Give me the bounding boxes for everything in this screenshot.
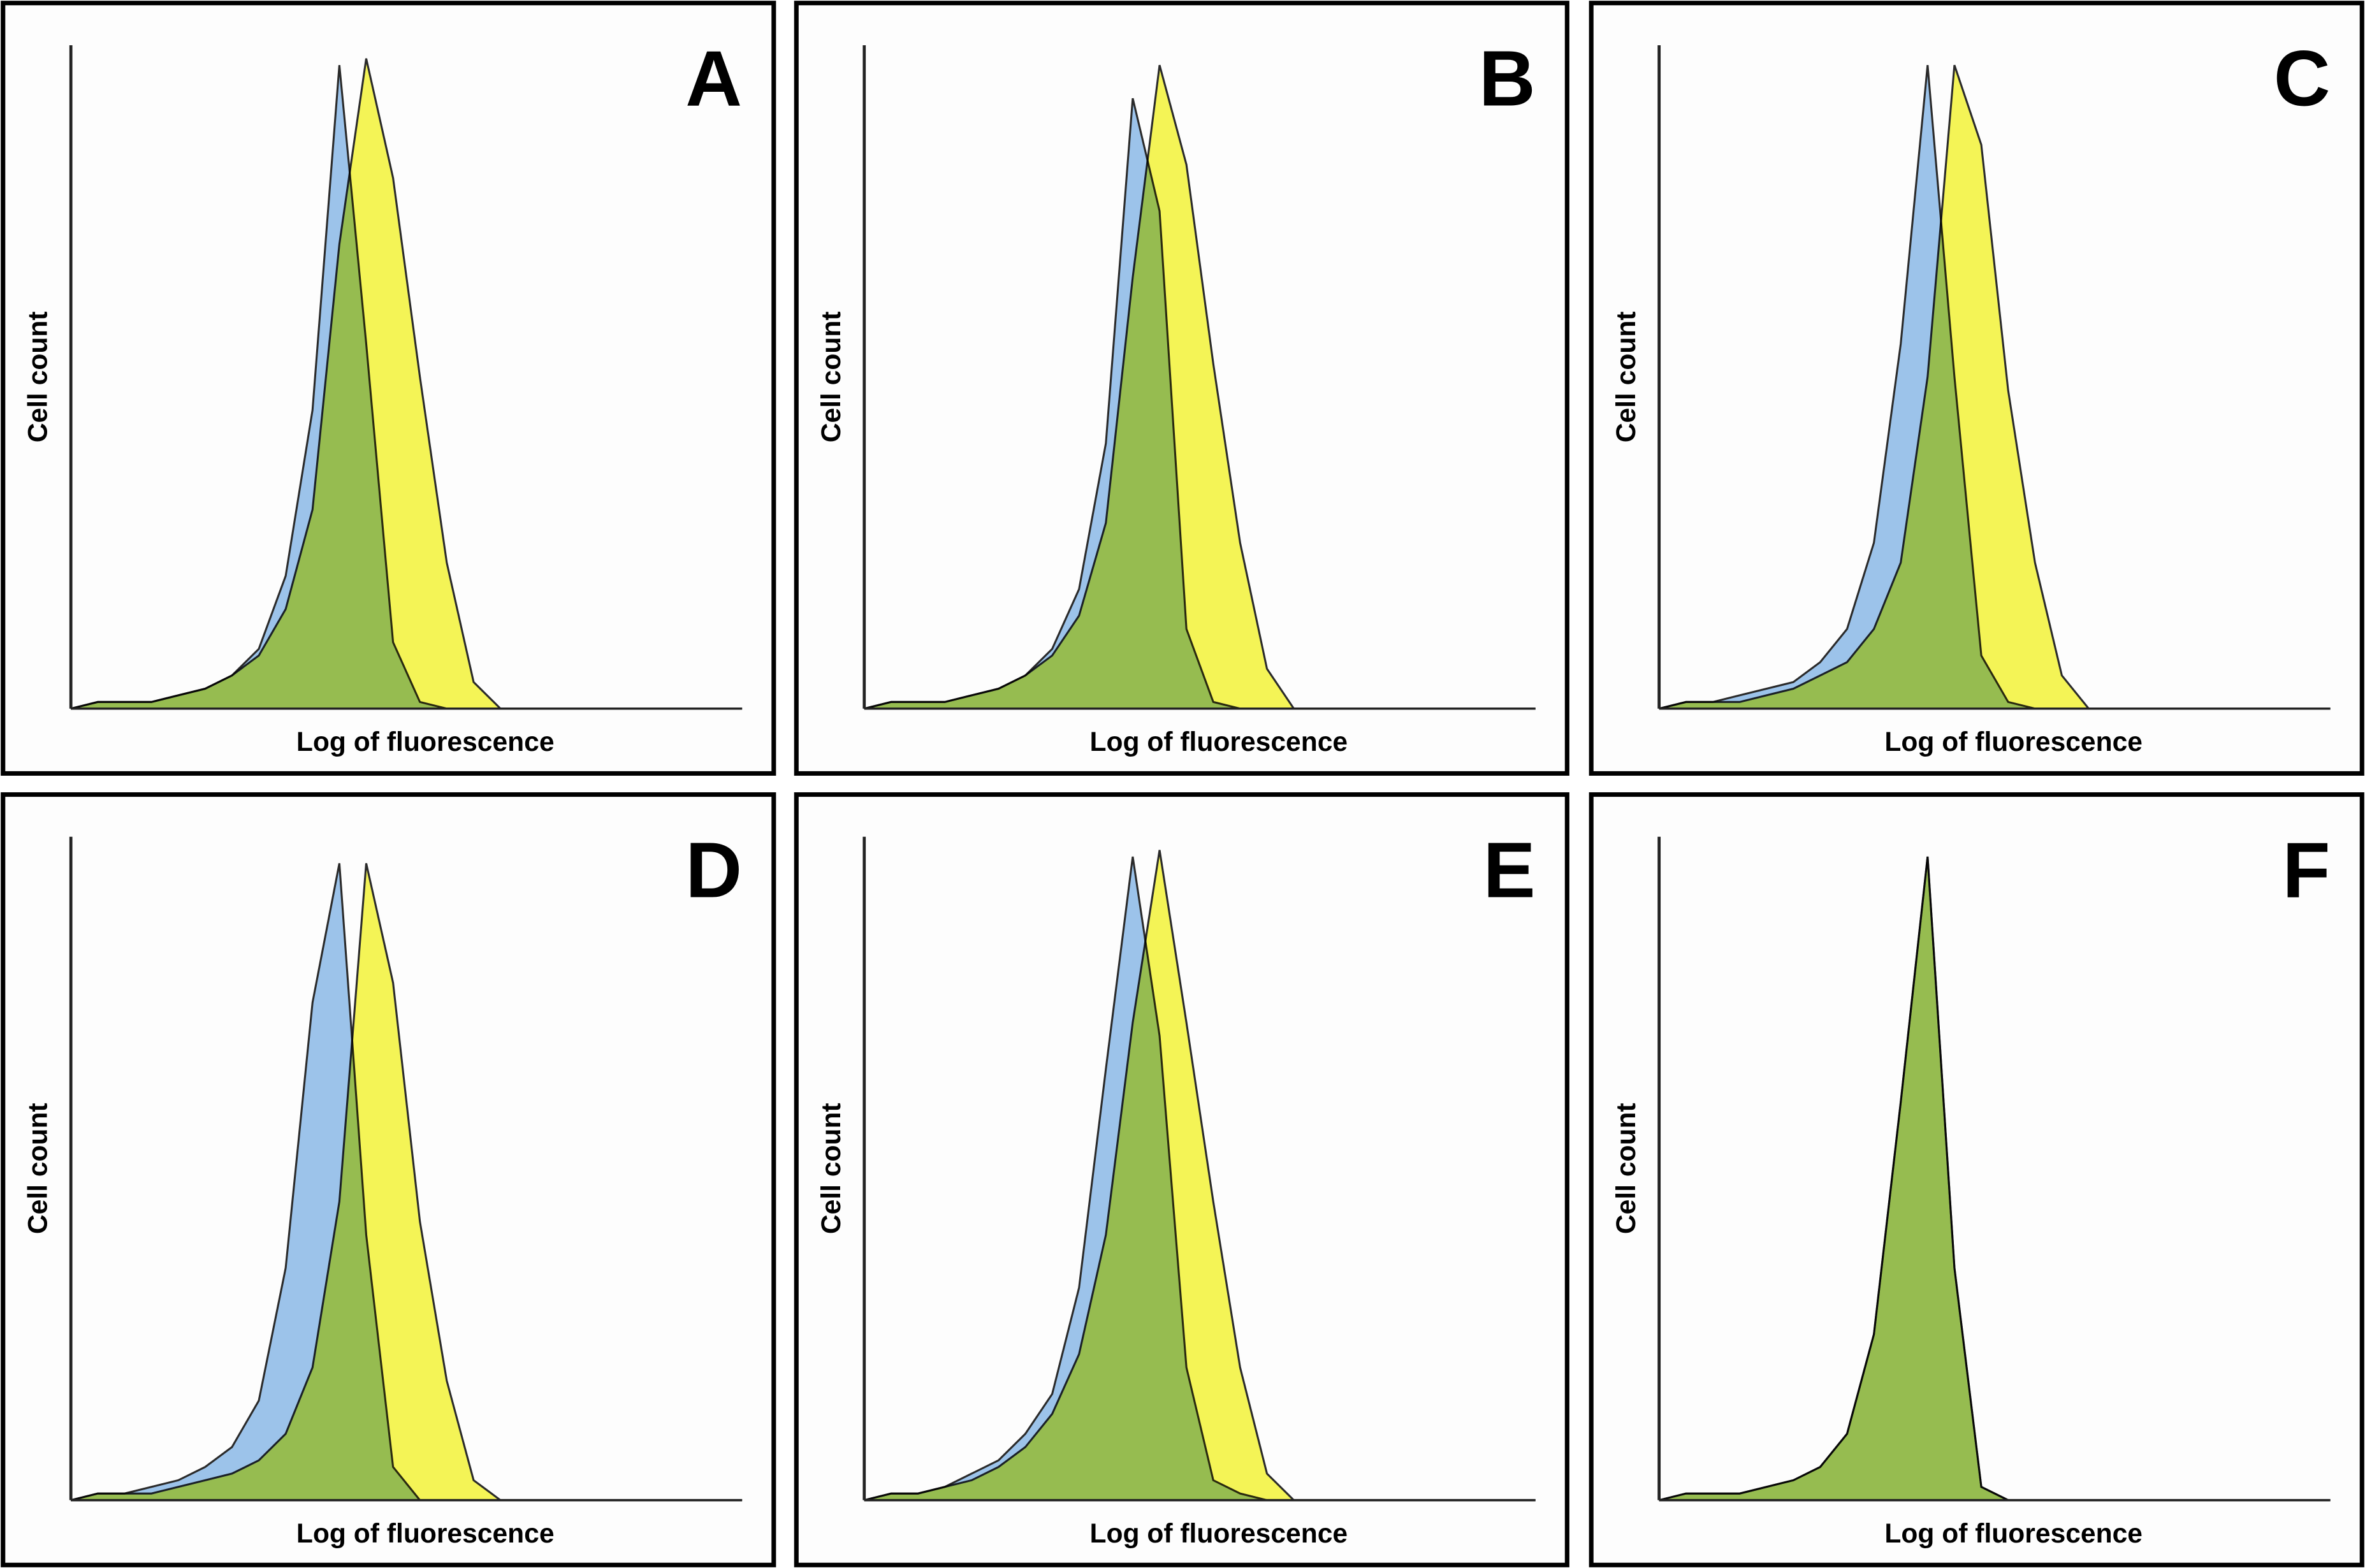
y-axis-label: Cell count [1611,1103,1641,1234]
panel: B Log of fluorescence Cell count [794,1,1569,776]
panel-letter: F [2282,827,2330,914]
y-axis-label: Cell count [816,1103,847,1234]
panel-letter: D [685,827,742,914]
y-axis-label: Cell count [22,311,53,442]
x-axis-label: Log of fluorescence [1089,727,1348,757]
y-axis-label: Cell count [22,1103,53,1234]
panel-letter: A [685,36,742,123]
y-axis-label: Cell count [816,311,847,442]
x-axis-label: Log of fluorescence [296,1518,555,1549]
y-axis-label: Cell count [1611,311,1641,442]
panel-frame [1589,792,2364,1567]
x-axis-label: Log of fluorescence [1884,1518,2143,1549]
panel-letter: C [2274,36,2331,123]
panel: C Log of fluorescence Cell count [1589,1,2364,776]
panel: A Log of fluorescence Cell count [1,1,776,776]
panel: F Log of fluorescence Cell count [1589,792,2364,1567]
x-axis-label: Log of fluorescence [1089,1518,1348,1549]
panel-letter: E [1483,827,1536,914]
panel: E Log of fluorescence Cell count [794,792,1569,1567]
x-axis-label: Log of fluorescence [296,727,555,757]
panel-letter: B [1479,36,1536,123]
x-axis-label: Log of fluorescence [1884,727,2143,757]
panel: D Log of fluorescence Cell count [1,792,776,1567]
